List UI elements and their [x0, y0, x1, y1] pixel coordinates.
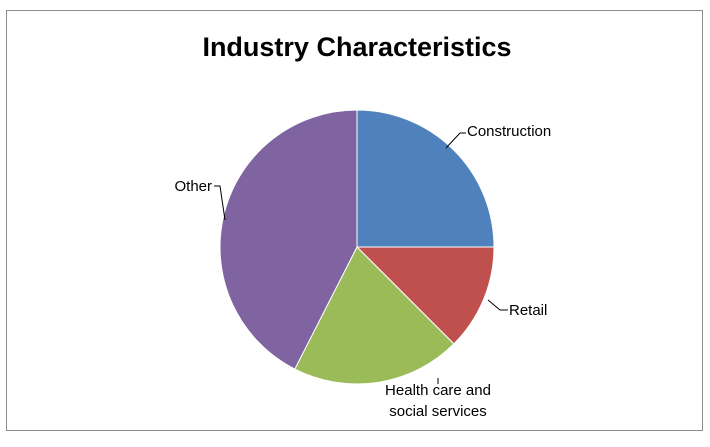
slice-label-line: Construction: [467, 123, 551, 140]
slice-label-line: Retail: [509, 302, 547, 319]
pie-slice-0: [356, 109, 495, 248]
leader-line-3: [214, 185, 226, 221]
slice-label-1: Retail: [509, 302, 547, 319]
slice-label-2: Health care and social services: [385, 382, 491, 420]
slice-label-line: social services: [389, 403, 487, 420]
pie-slice-2: [294, 246, 455, 385]
slice-label-3: Other: [174, 178, 212, 195]
pie-slice-1: [355, 246, 495, 345]
slice-labels: Construction Retail Health care and social …: [174, 123, 551, 420]
pie-slices: [219, 109, 495, 385]
slice-label-line: Other: [174, 178, 212, 195]
slice-label-0: Construction: [467, 123, 551, 140]
leader-line-1: [487, 299, 508, 311]
chart-title: Industry Characteristics: [202, 32, 511, 62]
slice-label-line: Health care and: [385, 382, 491, 399]
leader-line-0: [445, 132, 466, 149]
